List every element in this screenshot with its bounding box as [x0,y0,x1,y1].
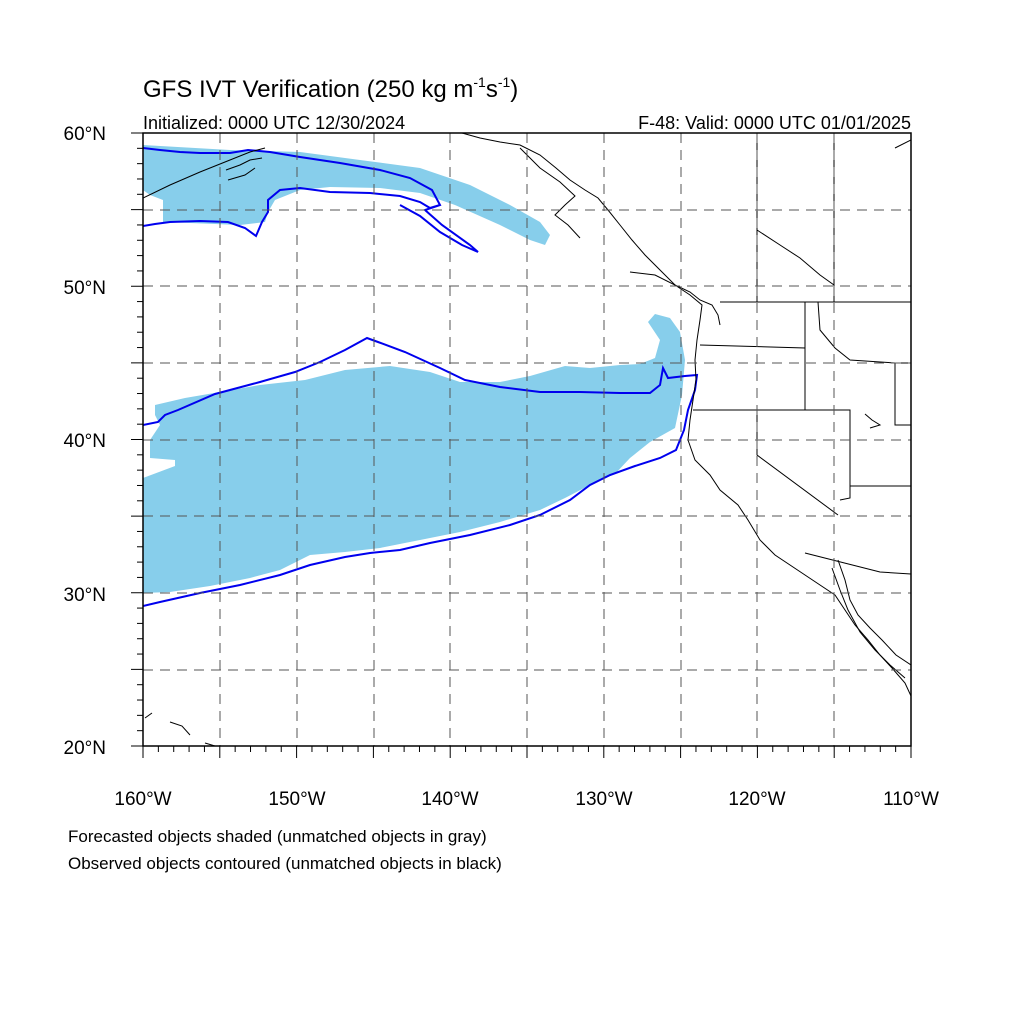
initialized-label: Initialized: 0000 UTC 12/30/2024 [143,113,405,133]
lon-label-140: 140°W [421,789,478,810]
state-borders [693,133,911,575]
lat-label-30: 30°N [64,585,106,606]
footnote-forecast: Forecasted objects shaded (unmatched obj… [68,827,487,846]
latitude-labels: 60°N 50°N 40°N 30°N 20°N [64,124,106,759]
lat-label-40: 40°N [64,431,106,452]
lat-label-60: 60°N [64,124,106,145]
tick-marks [131,132,912,758]
longitude-labels: 160°W 150°W 140°W 130°W 120°W 110°W [114,789,939,810]
lon-label-110: 110°W [883,789,939,810]
graticule [143,133,911,746]
lon-label-150: 150°W [268,789,325,810]
footnote-observed: Observed objects contoured (unmatched ob… [68,854,502,873]
lat-label-50: 50°N [64,278,106,299]
forecast-object-south [143,314,685,593]
observed-contour-north [143,147,479,253]
valid-label: F-48: Valid: 0000 UTC 01/01/2025 [638,113,911,133]
forecast-object-north [143,145,550,245]
coastlines [143,133,911,746]
figure-title: GFS IVT Verification (250 kg m-1s-1) [143,74,518,103]
lon-label-160: 160°W [114,789,171,810]
lon-label-130: 130°W [575,789,632,810]
observed-contour-south [143,336,699,607]
lon-label-120: 120°W [728,789,785,810]
lat-label-20: 20°N [64,738,106,759]
